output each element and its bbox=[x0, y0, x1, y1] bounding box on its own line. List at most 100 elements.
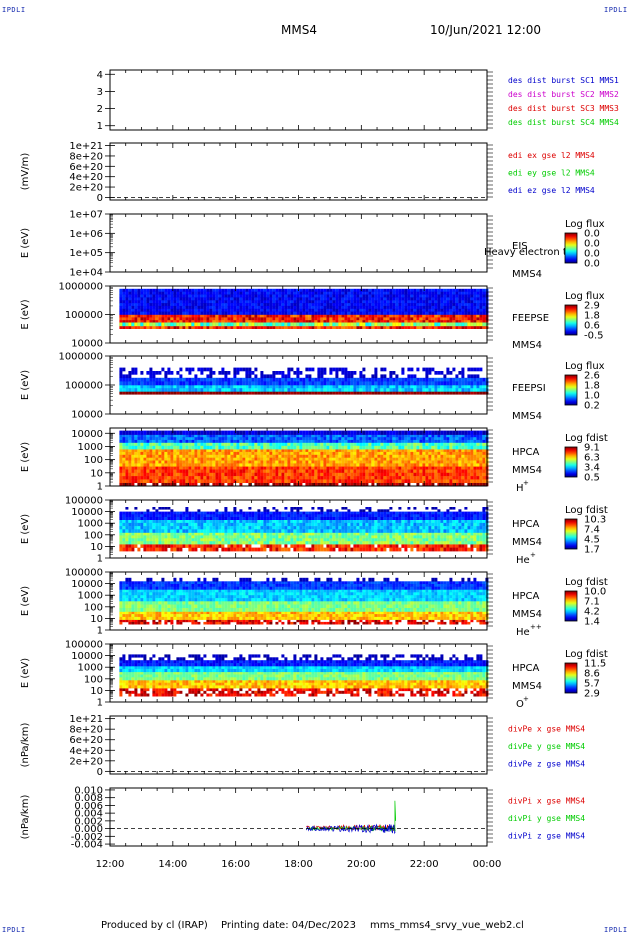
spectrogram-cell bbox=[356, 297, 360, 301]
spectrogram-cell bbox=[119, 445, 123, 450]
spectrogram-cell bbox=[374, 308, 378, 312]
spectrogram-cell bbox=[149, 311, 153, 315]
spectrogram-cell bbox=[440, 303, 444, 307]
spectrogram-cell bbox=[278, 317, 282, 321]
spectrogram-cell bbox=[311, 391, 315, 395]
spectrogram-cell bbox=[230, 291, 234, 295]
spectrogram-cell bbox=[329, 322, 333, 327]
spectrogram-cell bbox=[476, 314, 480, 318]
spectrogram-cell bbox=[260, 434, 264, 438]
spectrogram-cell bbox=[320, 472, 324, 477]
spectrogram-cell bbox=[275, 381, 279, 386]
spectrogram-cell bbox=[323, 385, 327, 389]
spectrogram-cell bbox=[347, 322, 351, 327]
spectrogram-cell bbox=[206, 305, 210, 310]
spectrogram-cell bbox=[350, 377, 354, 382]
spectrogram-cell bbox=[125, 381, 129, 386]
spectrogram-cell bbox=[449, 325, 453, 329]
spectrogram-cell bbox=[260, 322, 264, 327]
spectrogram-cell bbox=[377, 391, 381, 395]
spectrogram-cell bbox=[242, 479, 246, 483]
spectrogram-cell bbox=[344, 294, 348, 298]
spectrogram-cell bbox=[305, 445, 309, 450]
spectrogram-cell bbox=[308, 472, 312, 477]
spectrogram-cell bbox=[335, 391, 339, 395]
spectrogram-cell bbox=[128, 442, 132, 447]
spectrogram-cell bbox=[278, 381, 282, 386]
spectrogram-cell bbox=[440, 381, 444, 386]
spectrogram-cell bbox=[353, 322, 357, 327]
spectrogram-cell bbox=[350, 291, 354, 295]
spectrogram-cell bbox=[146, 371, 150, 375]
spectrogram-cell bbox=[344, 374, 348, 379]
spectrogram-cell bbox=[479, 442, 483, 447]
spectrogram-cell bbox=[278, 463, 282, 467]
spectrogram-cell bbox=[185, 466, 189, 470]
spectrogram-cell bbox=[392, 377, 396, 382]
spectrogram-cell bbox=[386, 454, 390, 458]
spectrogram-cell bbox=[428, 381, 432, 386]
spectrogram-cell bbox=[128, 463, 132, 467]
spectrogram-cell bbox=[197, 391, 201, 395]
spectrogram-cell bbox=[266, 374, 270, 379]
spectrogram-cell bbox=[146, 297, 150, 301]
spectrogram-cell bbox=[164, 476, 168, 480]
spectrogram-cell bbox=[293, 308, 297, 312]
spectrogram-cell bbox=[194, 460, 198, 464]
spectrogram-cell bbox=[440, 314, 444, 318]
spectrogram-cell bbox=[326, 381, 330, 386]
spectrogram-cell bbox=[215, 385, 219, 389]
spectrogram-cell bbox=[473, 320, 477, 324]
spectrogram-cell bbox=[482, 300, 486, 304]
spectrogram-cell bbox=[272, 317, 276, 321]
spectrogram-cell bbox=[263, 457, 267, 461]
spectrogram-cell bbox=[464, 469, 468, 474]
spectrogram-cell bbox=[458, 442, 462, 447]
spectrogram-cell bbox=[365, 320, 369, 324]
spectrogram-cell bbox=[179, 437, 183, 441]
spectrogram-cell bbox=[413, 463, 417, 467]
spectrogram-cell bbox=[362, 294, 366, 298]
spectrogram-cell bbox=[473, 381, 477, 386]
spectrogram-cell bbox=[242, 388, 246, 392]
spectrogram-cell bbox=[242, 442, 246, 447]
spectrogram-cell bbox=[347, 305, 351, 310]
spectrogram-cell bbox=[209, 300, 213, 304]
spectrogram-cell bbox=[425, 288, 429, 292]
spectrogram-cell bbox=[257, 314, 261, 318]
spectrogram-cell bbox=[185, 317, 189, 321]
spectrogram-cell bbox=[470, 303, 474, 307]
spectrogram-cell bbox=[263, 385, 267, 389]
spectrogram-cell bbox=[359, 457, 363, 461]
spectrogram-cell bbox=[359, 317, 363, 321]
y-tick-label: 2e+20 bbox=[69, 183, 103, 194]
spectrogram-cell bbox=[284, 314, 288, 318]
spectrogram-cell bbox=[335, 291, 339, 295]
spectrogram-cell bbox=[377, 288, 381, 292]
spectrogram-cell bbox=[446, 388, 450, 392]
y-tick-label: 6e+20 bbox=[69, 162, 103, 173]
spectrogram-cell bbox=[230, 300, 234, 304]
spectrogram-cell bbox=[218, 377, 222, 382]
y-tick-label: 10000 bbox=[71, 410, 103, 421]
spectrogram-cell bbox=[341, 442, 345, 447]
spectrogram-cell bbox=[170, 454, 174, 458]
spectrogram-cell bbox=[473, 291, 477, 295]
spectrogram-cell bbox=[212, 297, 216, 301]
spectrogram-cell bbox=[143, 482, 147, 487]
spectrogram-cell bbox=[419, 442, 423, 447]
spectrogram-cell bbox=[314, 300, 318, 304]
spectrogram-cell bbox=[200, 434, 204, 438]
spectrogram-cell bbox=[188, 317, 192, 321]
spectrogram-cell bbox=[122, 463, 126, 467]
spectrogram-cell bbox=[191, 463, 195, 467]
spectrogram-cell bbox=[200, 291, 204, 295]
spectrogram-cell bbox=[413, 469, 417, 474]
spectrogram-cell bbox=[341, 311, 345, 315]
spectrogram-cell bbox=[470, 457, 474, 461]
spectrogram-cell bbox=[365, 463, 369, 467]
spectrogram-cell bbox=[290, 479, 294, 483]
spectrogram-cell bbox=[458, 476, 462, 480]
spectrogram-cell bbox=[134, 377, 138, 382]
spectrogram-cell bbox=[152, 437, 156, 441]
